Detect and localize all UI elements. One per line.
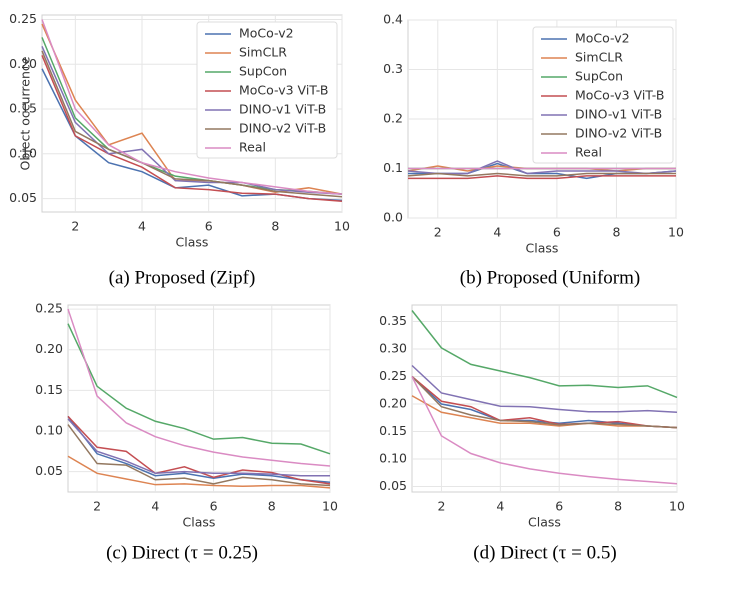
x-tick-label: 6	[210, 499, 218, 514]
legend: MoCo-v2 SimCLR SupCon MoCo-v3 ViT-B DINO-v1 …	[532, 26, 674, 164]
x-tick-label: 10	[334, 219, 350, 234]
y-tick-label: 0.25	[35, 301, 63, 316]
legend-label: MoCo-v2	[575, 31, 630, 46]
legend: MoCo-v2 SimCLR SupCon MoCo-v3 ViT-B DINO-v1 …	[196, 21, 338, 159]
y-tick-label: 0.25	[9, 11, 37, 26]
caption: (d) Direct (τ = 0.5)	[473, 542, 616, 563]
y-tick-label: 0.15	[9, 101, 37, 116]
x-tick-label: 6	[555, 499, 563, 514]
series-line	[67, 308, 331, 467]
x-tick-label: 2	[437, 499, 445, 514]
legend-label: MoCo-v3 ViT-B	[575, 88, 664, 103]
x-tick-label: 4	[151, 499, 159, 514]
legend-label: MoCo-v2	[239, 26, 294, 41]
x-tick-label: 4	[493, 225, 501, 240]
y-tick-label: 0.4	[383, 12, 403, 27]
series-line	[41, 19, 343, 195]
y-tick-label: 0.30	[379, 341, 407, 356]
series-line	[407, 172, 676, 177]
x-tick-label: 4	[138, 219, 146, 234]
x-tick-label: 2	[71, 219, 79, 234]
y-tick-label: 0.20	[379, 396, 407, 411]
x-tick-label: 10	[322, 499, 338, 514]
x-tick-label: 8	[271, 219, 279, 234]
x-axis-label: Class	[528, 515, 561, 530]
y-tick-label: 0.05	[35, 463, 63, 478]
series-line	[411, 364, 678, 413]
x-axis-label: Class	[526, 241, 559, 256]
y-tick-label: 0.20	[9, 56, 37, 71]
legend-label: DINO-v2 ViT-B	[239, 121, 326, 136]
series-line	[67, 323, 331, 455]
series-line	[411, 395, 678, 429]
y-tick-label: 0.35	[379, 313, 407, 328]
y-tick-label: 0.15	[35, 382, 63, 397]
x-tick-label: 8	[612, 225, 620, 240]
series-line	[411, 375, 678, 429]
series-line	[411, 375, 678, 429]
y-tick-label: 0.20	[35, 341, 63, 356]
y-tick-label: 0.25	[379, 368, 407, 383]
series-line	[41, 46, 343, 195]
series-line	[411, 310, 678, 399]
legend-label: SupCon	[239, 64, 287, 79]
series-line	[67, 424, 331, 487]
y-tick-label: 0.0	[383, 210, 403, 225]
caption: (c) Direct (τ = 0.25)	[106, 542, 258, 563]
y-axis-label: Object occurrence	[18, 56, 33, 170]
series-line	[67, 455, 331, 489]
series-line	[67, 415, 331, 483]
series-line	[408, 175, 676, 180]
x-tick-label: 6	[205, 219, 213, 234]
legend-label: DINO-v2 ViT-B	[575, 126, 662, 141]
legend-box	[532, 26, 674, 164]
x-tick-label: 8	[268, 499, 276, 514]
caption: (a) Proposed (Zipf)	[109, 267, 256, 288]
y-tick-label: 0.2	[383, 111, 403, 126]
legend-label: SupCon	[575, 69, 623, 84]
legend-label: SimCLR	[575, 50, 623, 65]
x-tick-label: 8	[614, 499, 622, 514]
y-tick-label: 0.10	[35, 423, 63, 438]
y-tick-label: 0.05	[9, 190, 37, 205]
legend-label: DINO-v1 ViT-B	[575, 107, 662, 122]
x-tick-label: 4	[496, 499, 504, 514]
plot-area	[411, 304, 678, 493]
legend-label: Real	[239, 140, 266, 155]
x-tick-label: 2	[434, 225, 442, 240]
y-tick-label: 0.15	[379, 423, 407, 438]
x-tick-label: 10	[668, 225, 684, 240]
series-line	[407, 160, 677, 175]
y-tick-label: 0.3	[383, 61, 403, 76]
series-line	[411, 376, 678, 485]
y-tick-label: 0.1	[383, 160, 403, 175]
x-axis-label: Class	[183, 515, 216, 530]
y-tick-label: 0.10	[9, 145, 37, 160]
legend-label: Real	[575, 145, 602, 160]
plot-area	[67, 304, 331, 493]
y-tick-label: 0.05	[379, 478, 407, 493]
x-tick-label: 10	[669, 499, 685, 514]
x-tick-label: 6	[553, 225, 561, 240]
legend-label: MoCo-v3 ViT-B	[239, 83, 328, 98]
series-line	[67, 418, 330, 477]
y-tick-label: 0.10	[379, 451, 407, 466]
caption: (b) Proposed (Uniform)	[460, 267, 640, 288]
legend-box	[196, 21, 338, 159]
series-line	[41, 55, 343, 202]
x-axis-label: Class	[176, 235, 209, 250]
x-tick-label: 2	[93, 499, 101, 514]
series-line	[41, 50, 343, 198]
legend-label: DINO-v1 ViT-B	[239, 102, 326, 117]
legend-label: SimCLR	[239, 45, 287, 60]
